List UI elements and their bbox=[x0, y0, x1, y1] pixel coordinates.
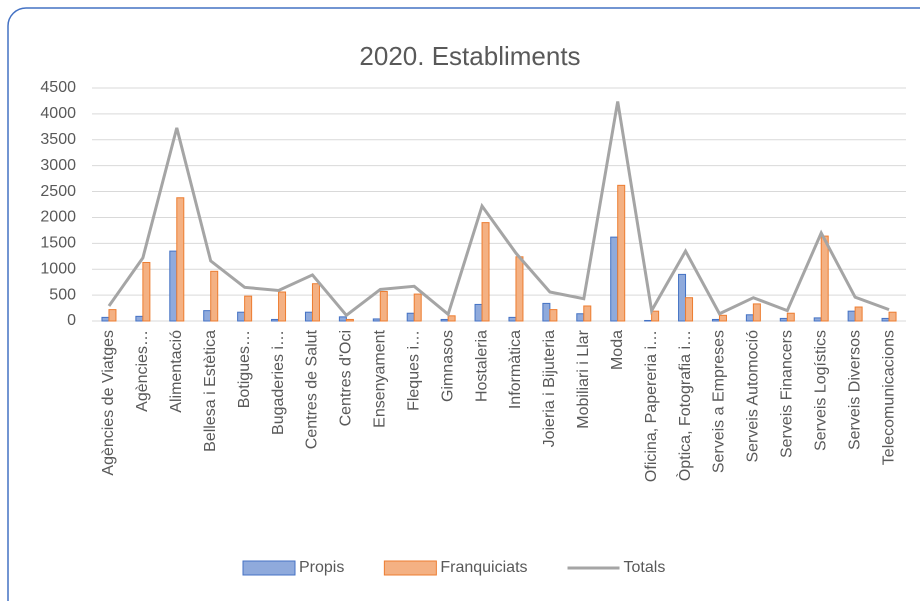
bar bbox=[278, 291, 287, 322]
bar bbox=[644, 319, 653, 322]
bar bbox=[515, 256, 524, 322]
x-tick-label: Ensenyament bbox=[372, 329, 389, 427]
x-tick-label: Serveis Automoció bbox=[745, 330, 762, 463]
y-tick-label: 1000 bbox=[40, 260, 76, 277]
y-tick-label: 0 bbox=[67, 312, 76, 329]
bar bbox=[881, 317, 890, 322]
chart-frame bbox=[7, 7, 920, 606]
bar bbox=[210, 270, 219, 322]
x-tick-label: Hostaleria bbox=[473, 330, 490, 402]
bar bbox=[813, 317, 822, 322]
bar bbox=[685, 297, 694, 322]
bar bbox=[508, 316, 517, 322]
bar bbox=[169, 250, 178, 322]
bar bbox=[779, 317, 788, 322]
bar bbox=[101, 316, 110, 322]
x-tick-label: Mobiliari i Llar bbox=[575, 329, 592, 428]
bar bbox=[711, 318, 720, 322]
y-tick-label: 2500 bbox=[40, 183, 76, 200]
x-tick-label: Botigues… bbox=[236, 330, 253, 408]
bar bbox=[413, 293, 422, 322]
bar bbox=[617, 184, 626, 322]
bar bbox=[345, 318, 354, 322]
bar bbox=[311, 283, 320, 322]
bar bbox=[651, 310, 660, 322]
x-tick-label: Centres d'Oci bbox=[338, 330, 355, 426]
bar bbox=[847, 310, 856, 322]
bar bbox=[237, 311, 246, 322]
x-tick-label: Bugaderies i… bbox=[270, 330, 287, 435]
bar bbox=[135, 315, 144, 322]
x-tick-label: Fleques i… bbox=[405, 330, 422, 411]
y-tick-label: 3500 bbox=[40, 131, 76, 148]
x-tick-label: Òptica, Fotografia i… bbox=[675, 330, 694, 481]
y-tick-label: 500 bbox=[49, 286, 76, 303]
chart-title: 2020. Establiments bbox=[359, 41, 580, 71]
bar bbox=[610, 236, 619, 322]
bar bbox=[474, 303, 483, 322]
x-tick-label: Agències… bbox=[134, 330, 151, 412]
legend-label: Franquiciats bbox=[440, 559, 527, 576]
x-tick-label: Serveis Logístics bbox=[812, 330, 829, 451]
legend-label: Totals bbox=[624, 559, 666, 576]
bar bbox=[718, 314, 727, 322]
bar bbox=[888, 311, 897, 322]
x-tick-label: Oficina, Papereria i… bbox=[643, 330, 660, 482]
y-tick-label: 4500 bbox=[40, 79, 76, 96]
bar bbox=[271, 318, 280, 322]
y-tick-label: 4000 bbox=[40, 105, 76, 122]
bar bbox=[176, 197, 185, 322]
x-tick-label: Serveis Financers bbox=[779, 330, 796, 458]
bar bbox=[379, 290, 388, 322]
x-tick-label: Joieria i Bijuteria bbox=[541, 330, 558, 447]
bar bbox=[583, 305, 592, 322]
legend-swatch bbox=[383, 560, 437, 576]
bar bbox=[372, 318, 381, 322]
x-tick-label: Serveis a Empreses bbox=[711, 330, 728, 473]
x-tick-label: Alimentació bbox=[168, 330, 185, 413]
x-tick-label: Gimnasos bbox=[439, 330, 456, 402]
bar bbox=[549, 309, 558, 322]
x-tick-label: Serveis Diversos bbox=[846, 330, 863, 450]
bar bbox=[142, 261, 151, 322]
x-tick-label: Bellesa i Estètica bbox=[202, 330, 219, 452]
bar bbox=[745, 314, 754, 322]
y-tick-label: 3000 bbox=[40, 157, 76, 174]
bar bbox=[481, 222, 490, 322]
bar bbox=[440, 318, 449, 322]
bar bbox=[244, 295, 253, 322]
bar bbox=[108, 309, 117, 322]
legend-label: Propis bbox=[299, 559, 344, 576]
bar bbox=[542, 302, 551, 322]
bar bbox=[854, 306, 863, 322]
bar bbox=[338, 316, 347, 322]
bar bbox=[678, 273, 687, 322]
x-tick-label: Moda bbox=[609, 330, 626, 370]
y-tick-label: 1500 bbox=[40, 235, 76, 252]
bar bbox=[786, 312, 795, 322]
legend-swatch bbox=[242, 560, 296, 576]
x-tick-label: Centres de Salut bbox=[304, 329, 321, 449]
bar bbox=[447, 315, 456, 322]
y-tick-label: 2000 bbox=[40, 209, 76, 226]
bar bbox=[576, 313, 585, 322]
bar bbox=[304, 311, 313, 322]
bar bbox=[752, 303, 761, 322]
bar bbox=[406, 312, 415, 322]
x-tick-label: Telecomunicacions bbox=[880, 330, 897, 465]
bar bbox=[203, 310, 212, 322]
x-tick-label: Agències de Viatges bbox=[100, 330, 117, 476]
line-series bbox=[107, 101, 890, 318]
bar bbox=[820, 235, 829, 322]
x-tick-label: Informàtica bbox=[507, 330, 524, 409]
